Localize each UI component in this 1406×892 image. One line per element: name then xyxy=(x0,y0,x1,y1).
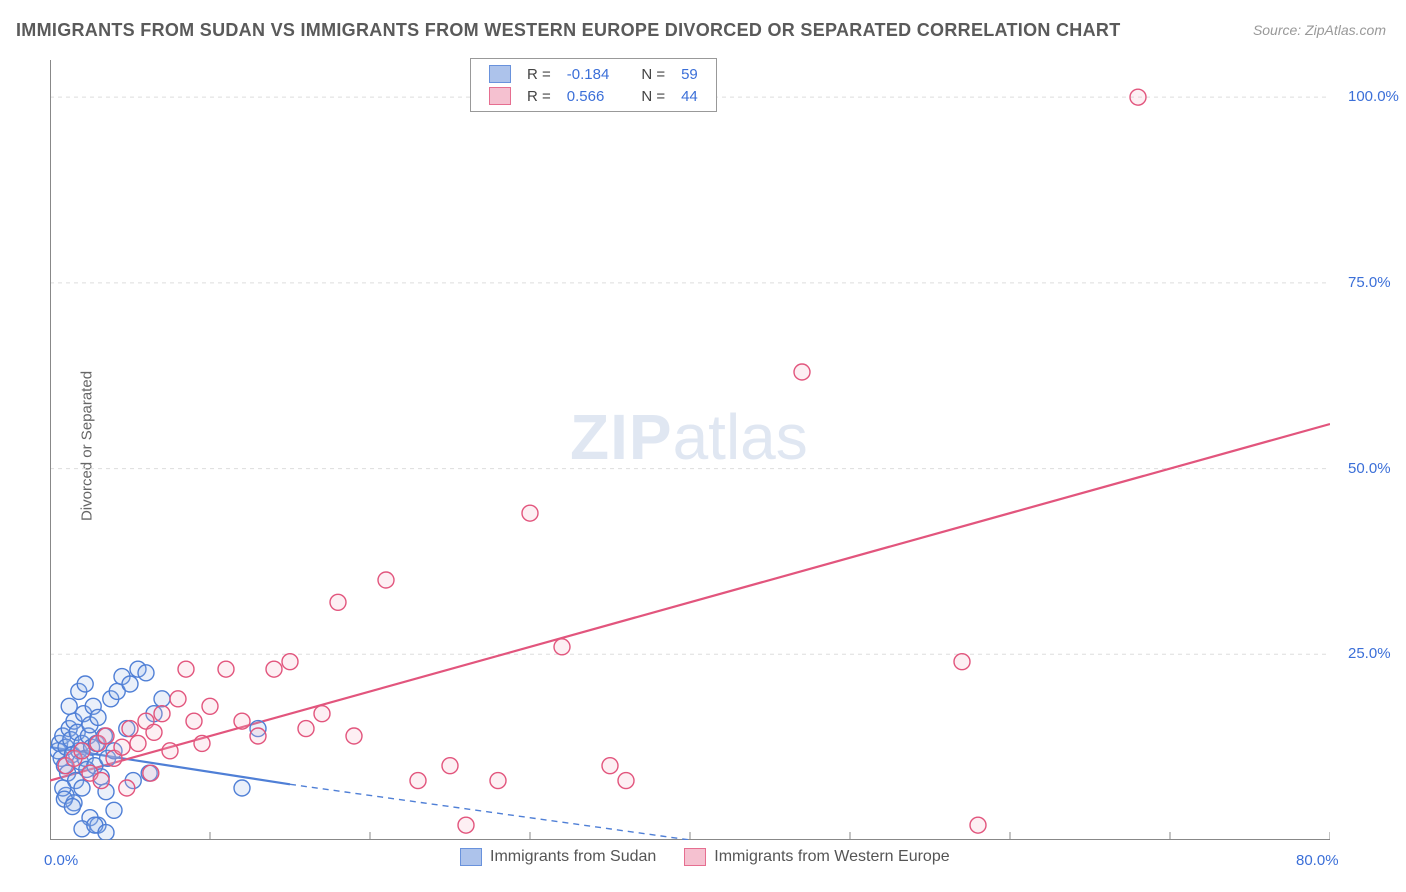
chart-title: IMMIGRANTS FROM SUDAN VS IMMIGRANTS FROM… xyxy=(16,20,1121,41)
legend-swatch-sudan xyxy=(460,848,482,866)
y-tick-label: 50.0% xyxy=(1348,460,1391,477)
stats-row-weur: R = 0.566 N = 44 xyxy=(481,85,706,107)
legend-item-weur: Immigrants from Western Europe xyxy=(684,848,949,866)
swatch-weur xyxy=(489,87,511,105)
r-label-2: R = xyxy=(519,85,559,107)
r-value-weur: 0.566 xyxy=(559,85,618,107)
r-value-sudan: -0.184 xyxy=(559,63,618,85)
stats-legend-table: R = -0.184 N = 59 R = 0.566 N = 44 xyxy=(481,63,706,107)
chart-plot-area: ZIPatlas R = -0.184 N = 59 R = 0.566 N =… xyxy=(50,60,1330,840)
stats-row-sudan: R = -0.184 N = 59 xyxy=(481,63,706,85)
r-label: R = xyxy=(519,63,559,85)
swatch-sudan xyxy=(489,65,511,83)
source-label: Source: ZipAtlas.com xyxy=(1253,22,1386,38)
n-label-2: N = xyxy=(633,85,673,107)
series-legend: Immigrants from Sudan Immigrants from We… xyxy=(460,848,950,866)
legend-label-weur: Immigrants from Western Europe xyxy=(714,848,949,866)
n-label: N = xyxy=(633,63,673,85)
legend-label-sudan: Immigrants from Sudan xyxy=(490,848,656,866)
y-tick-label: 25.0% xyxy=(1348,645,1391,662)
y-tick-label: 100.0% xyxy=(1348,88,1399,105)
scatter-svg xyxy=(50,60,1330,840)
x-tick-label: 80.0% xyxy=(1296,852,1339,869)
stats-legend-box: R = -0.184 N = 59 R = 0.566 N = 44 xyxy=(470,58,717,112)
n-value-weur: 44 xyxy=(673,85,706,107)
y-tick-label: 75.0% xyxy=(1348,274,1391,291)
x-tick-label: 0.0% xyxy=(44,852,78,869)
n-value-sudan: 59 xyxy=(673,63,706,85)
legend-item-sudan: Immigrants from Sudan xyxy=(460,848,656,866)
legend-swatch-weur xyxy=(684,848,706,866)
